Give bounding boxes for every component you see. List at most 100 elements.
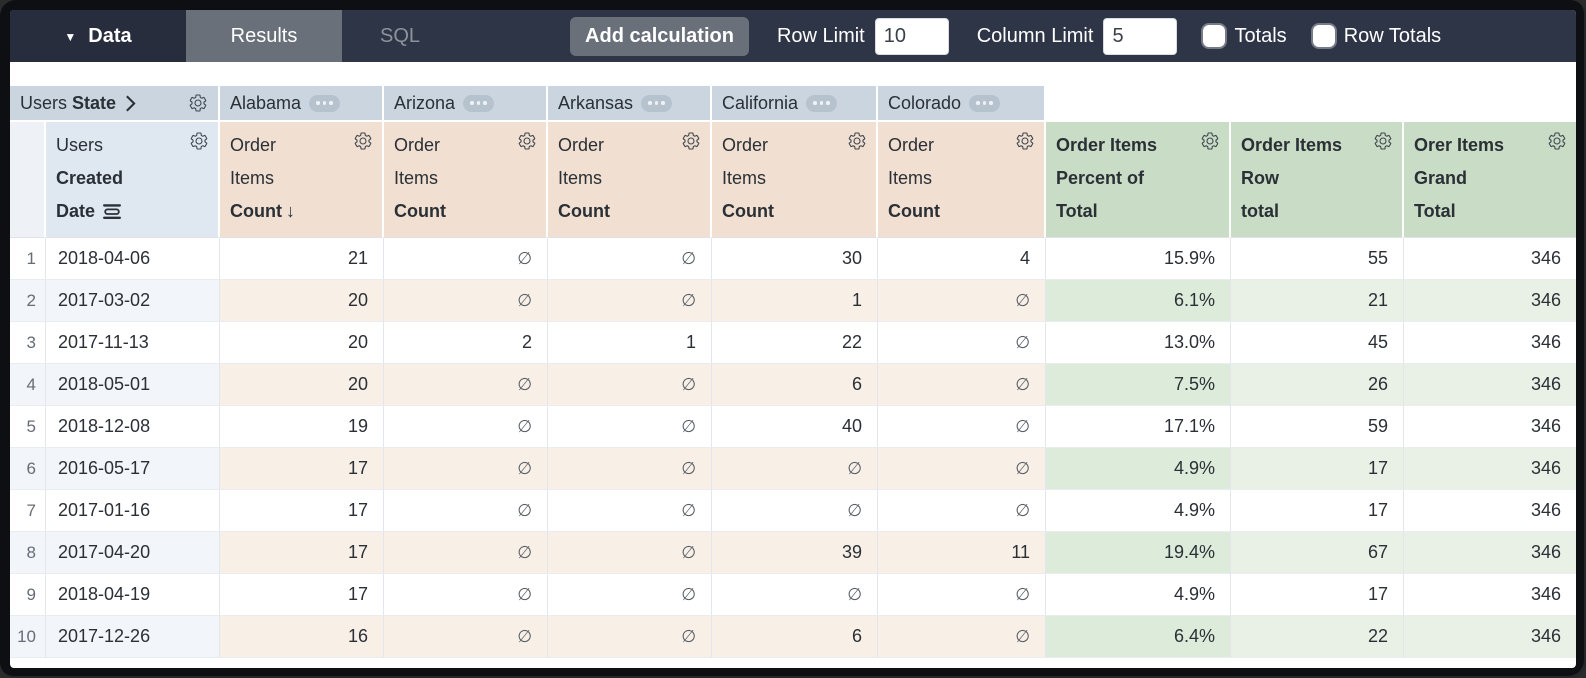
gear-icon[interactable] bbox=[517, 131, 537, 151]
calc-cell[interactable]: 346 bbox=[1404, 448, 1576, 490]
value-cell[interactable]: ∅ bbox=[878, 448, 1046, 490]
calc-cell[interactable]: 6.4% bbox=[1046, 616, 1231, 658]
overflow-menu-icon[interactable] bbox=[641, 94, 673, 112]
measure-header-arkansas[interactable]: Order Items Count bbox=[548, 122, 712, 238]
value-cell[interactable]: ∅ bbox=[548, 490, 712, 532]
value-cell[interactable]: ∅ bbox=[712, 574, 878, 616]
calc-cell[interactable]: 22 bbox=[1231, 616, 1404, 658]
pivot-value-header-colorado[interactable]: Colorado bbox=[878, 86, 1046, 122]
tab-results[interactable]: Results bbox=[186, 10, 342, 62]
row-limit-input[interactable] bbox=[874, 17, 949, 55]
value-cell[interactable]: 16 bbox=[220, 616, 384, 658]
calc-cell[interactable]: 19.4% bbox=[1046, 532, 1231, 574]
value-cell[interactable]: ∅ bbox=[548, 280, 712, 322]
totals-checkbox[interactable] bbox=[1203, 25, 1226, 47]
row-totals-checkbox[interactable] bbox=[1312, 25, 1335, 47]
value-cell[interactable]: ∅ bbox=[384, 616, 548, 658]
calc-cell[interactable]: 346 bbox=[1404, 238, 1576, 280]
date-cell[interactable]: 2016-05-17 bbox=[46, 448, 220, 490]
value-cell[interactable]: 6 bbox=[712, 616, 878, 658]
value-cell[interactable]: ∅ bbox=[384, 238, 548, 280]
value-cell[interactable]: 1 bbox=[548, 322, 712, 364]
calc-cell[interactable]: 7.5% bbox=[1046, 364, 1231, 406]
value-cell[interactable]: ∅ bbox=[384, 406, 548, 448]
calc-cell[interactable]: 17 bbox=[1231, 574, 1404, 616]
calc-cell[interactable]: 13.0% bbox=[1046, 322, 1231, 364]
date-cell[interactable]: 2017-01-16 bbox=[46, 490, 220, 532]
value-cell[interactable]: ∅ bbox=[384, 532, 548, 574]
pivot-value-header-california[interactable]: California bbox=[712, 86, 878, 122]
value-cell[interactable]: 20 bbox=[220, 322, 384, 364]
value-cell[interactable]: ∅ bbox=[548, 616, 712, 658]
value-cell[interactable]: ∅ bbox=[712, 448, 878, 490]
calc-cell[interactable]: 55 bbox=[1231, 238, 1404, 280]
value-cell[interactable]: ∅ bbox=[878, 364, 1046, 406]
value-cell[interactable]: ∅ bbox=[548, 238, 712, 280]
gear-icon[interactable] bbox=[847, 131, 867, 151]
calc-cell[interactable]: 4.9% bbox=[1046, 448, 1231, 490]
value-cell[interactable]: 21 bbox=[220, 238, 384, 280]
overflow-menu-icon[interactable] bbox=[463, 94, 495, 112]
calc-cell[interactable]: 17 bbox=[1231, 448, 1404, 490]
value-cell[interactable]: 1 bbox=[712, 280, 878, 322]
value-cell[interactable]: ∅ bbox=[548, 448, 712, 490]
calc-header-orer-items-grand-total[interactable]: Orer Items Grand Total bbox=[1404, 122, 1576, 238]
column-limit-input[interactable] bbox=[1103, 17, 1178, 55]
value-cell[interactable]: ∅ bbox=[384, 280, 548, 322]
date-cell[interactable]: 2018-05-01 bbox=[46, 364, 220, 406]
gear-icon[interactable] bbox=[353, 131, 373, 151]
gear-icon[interactable] bbox=[1200, 131, 1220, 151]
value-cell[interactable]: ∅ bbox=[384, 448, 548, 490]
value-cell[interactable]: 17 bbox=[220, 448, 384, 490]
measure-header-colorado[interactable]: Order Items Count bbox=[878, 122, 1046, 238]
value-cell[interactable]: 30 bbox=[712, 238, 878, 280]
date-cell[interactable]: 2017-12-26 bbox=[46, 616, 220, 658]
calc-cell[interactable]: 26 bbox=[1231, 364, 1404, 406]
value-cell[interactable]: ∅ bbox=[548, 574, 712, 616]
value-cell[interactable]: ∅ bbox=[548, 364, 712, 406]
calc-header-order-items-row-total[interactable]: Order Items Row total bbox=[1231, 122, 1404, 238]
calc-header-order-items-percent-of-total[interactable]: Order Items Percent of Total bbox=[1046, 122, 1231, 238]
value-cell[interactable]: ∅ bbox=[384, 574, 548, 616]
value-cell[interactable]: 20 bbox=[220, 364, 384, 406]
gear-icon[interactable] bbox=[1015, 131, 1035, 151]
calc-cell[interactable]: 346 bbox=[1404, 574, 1576, 616]
calc-cell[interactable]: 17.1% bbox=[1046, 406, 1231, 448]
calc-cell[interactable]: 59 bbox=[1231, 406, 1404, 448]
date-cell[interactable]: 2017-03-02 bbox=[46, 280, 220, 322]
calc-cell[interactable]: 17 bbox=[1231, 490, 1404, 532]
value-cell[interactable]: 4 bbox=[878, 238, 1046, 280]
calc-cell[interactable]: 346 bbox=[1404, 532, 1576, 574]
calc-cell[interactable]: 346 bbox=[1404, 280, 1576, 322]
calc-cell[interactable]: 45 bbox=[1231, 322, 1404, 364]
pivot-value-header-arizona[interactable]: Arizona bbox=[384, 86, 548, 122]
calc-cell[interactable]: 6.1% bbox=[1046, 280, 1231, 322]
calc-cell[interactable]: 4.9% bbox=[1046, 490, 1231, 532]
value-cell[interactable]: 11 bbox=[878, 532, 1046, 574]
calc-cell[interactable]: 4.9% bbox=[1046, 574, 1231, 616]
value-cell[interactable]: 19 bbox=[220, 406, 384, 448]
value-cell[interactable]: ∅ bbox=[878, 280, 1046, 322]
date-cell[interactable]: 2018-04-06 bbox=[46, 238, 220, 280]
calc-cell[interactable]: 15.9% bbox=[1046, 238, 1231, 280]
gear-icon[interactable] bbox=[1547, 131, 1567, 151]
value-cell[interactable]: 22 bbox=[712, 322, 878, 364]
value-cell[interactable]: 17 bbox=[220, 490, 384, 532]
value-cell[interactable]: ∅ bbox=[878, 406, 1046, 448]
value-cell[interactable]: 17 bbox=[220, 532, 384, 574]
pivot-field-header[interactable]: Users State bbox=[10, 86, 220, 122]
date-cell[interactable]: 2017-04-20 bbox=[46, 532, 220, 574]
value-cell[interactable]: 6 bbox=[712, 364, 878, 406]
value-cell[interactable]: 17 bbox=[220, 574, 384, 616]
measure-header-arizona[interactable]: Order Items Count bbox=[384, 122, 548, 238]
calc-cell[interactable]: 346 bbox=[1404, 616, 1576, 658]
pivot-value-header-arkansas[interactable]: Arkansas bbox=[548, 86, 712, 122]
gear-icon[interactable] bbox=[189, 131, 209, 151]
value-cell[interactable]: ∅ bbox=[878, 322, 1046, 364]
add-calculation-button[interactable]: Add calculation bbox=[570, 16, 749, 56]
calc-cell[interactable]: 21 bbox=[1231, 280, 1404, 322]
value-cell[interactable]: ∅ bbox=[712, 490, 878, 532]
value-cell[interactable]: 39 bbox=[712, 532, 878, 574]
gear-icon[interactable] bbox=[1373, 131, 1393, 151]
value-cell[interactable]: ∅ bbox=[548, 406, 712, 448]
